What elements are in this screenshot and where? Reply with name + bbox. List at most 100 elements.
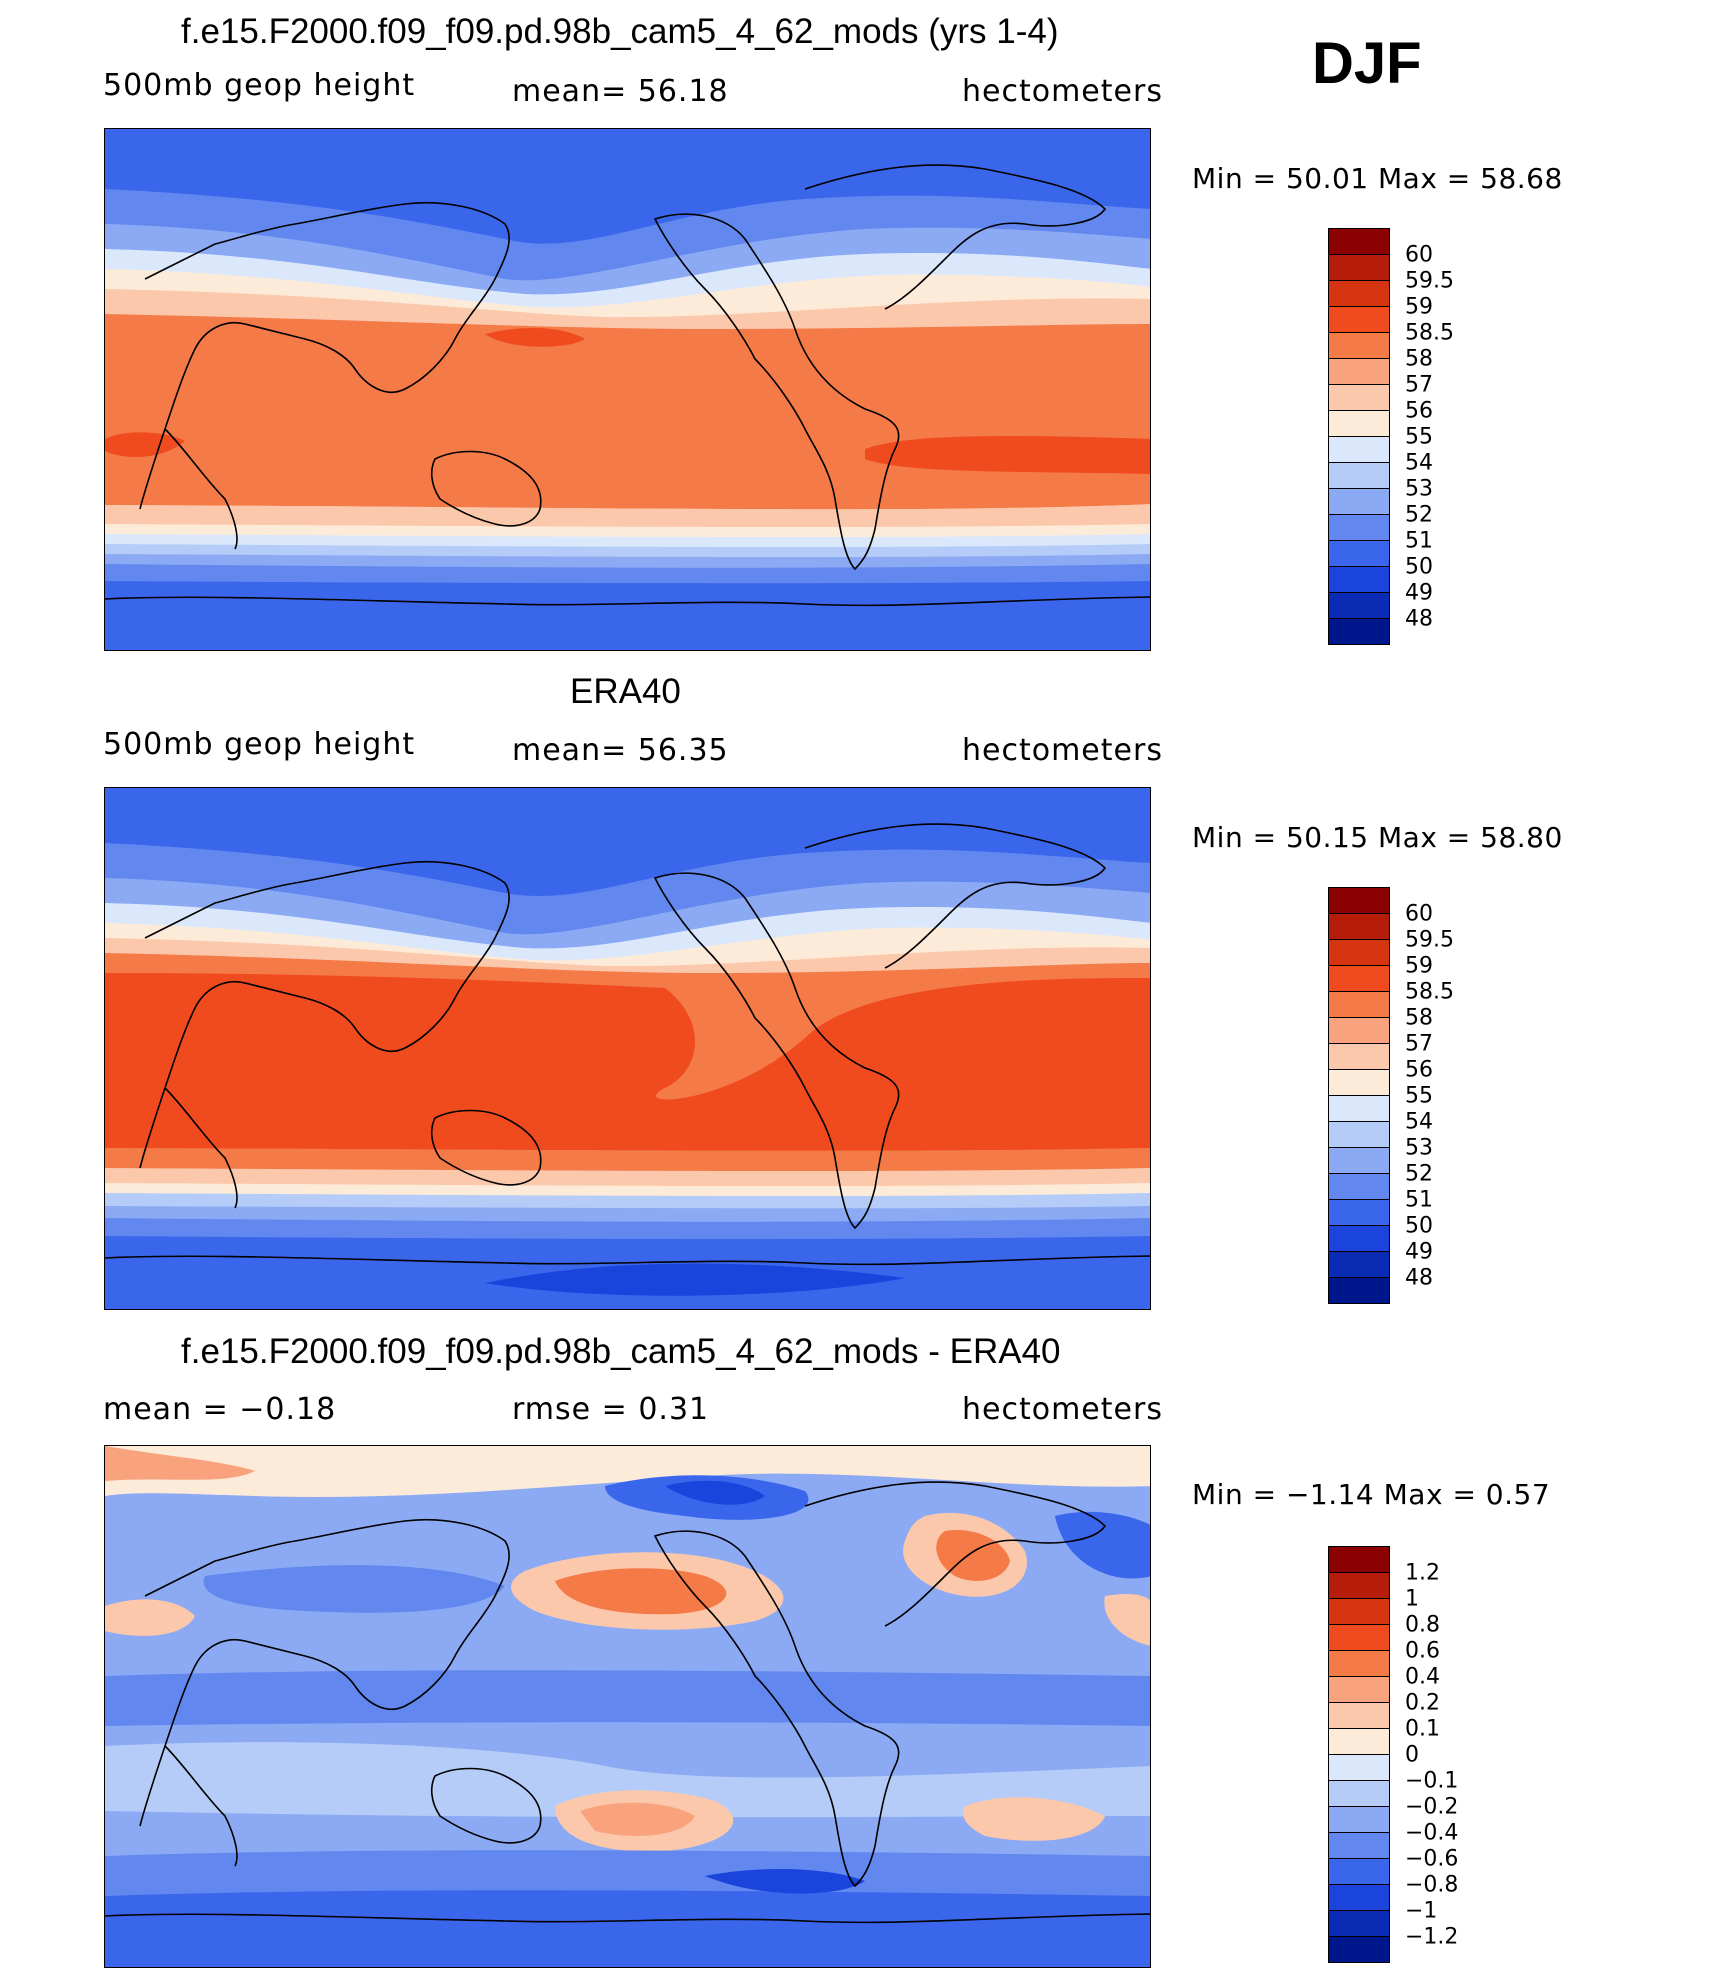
colorbar-label: 58.5 (1405, 979, 1454, 1005)
colorbar-swatch (1328, 1546, 1390, 1573)
panel1-units-label: hectometers (962, 74, 1163, 109)
colorbar-swatch (1328, 1226, 1390, 1252)
panel3-contour-field (105, 1446, 1150, 1967)
colorbar-swatch (1328, 411, 1390, 437)
colorbar-swatch (1328, 1018, 1390, 1044)
panel2-contour-field (105, 788, 1150, 1309)
colorbar-label: 51 (1405, 528, 1433, 554)
colorbar-label: 51 (1405, 1187, 1433, 1213)
colorbar-swatch (1328, 359, 1390, 385)
colorbar-swatch (1328, 1096, 1390, 1122)
colorbar-swatch (1328, 437, 1390, 463)
panel2-colorbar (1328, 887, 1390, 1304)
colorbar-swatch (1328, 1755, 1390, 1781)
colorbar-label: 59 (1405, 953, 1433, 979)
colorbar-swatch (1328, 228, 1390, 255)
colorbar-swatch (1328, 1729, 1390, 1755)
colorbar-swatch (1328, 1703, 1390, 1729)
panel3-rmse-label: rmse = 0.31 (512, 1392, 710, 1427)
colorbar-label: −0.6 (1405, 1846, 1459, 1872)
colorbar-swatch (1328, 541, 1390, 567)
colorbar-label: 49 (1405, 1239, 1433, 1265)
colorbar-label: 1 (1405, 1586, 1419, 1612)
colorbar-label: 0 (1405, 1742, 1419, 1768)
colorbar-swatch (1328, 887, 1390, 914)
colorbar-label: 56 (1405, 398, 1433, 424)
panel3-map (104, 1445, 1151, 1968)
panel1-variable-label: 500mb geop height (103, 68, 416, 103)
colorbar-swatch (1328, 255, 1390, 281)
colorbar-swatch (1328, 1781, 1390, 1807)
colorbar-swatch (1328, 1252, 1390, 1278)
colorbar-label: 0.6 (1405, 1638, 1440, 1664)
colorbar-swatch (1328, 1859, 1390, 1885)
colorbar-swatch (1328, 1148, 1390, 1174)
colorbar-swatch (1328, 1573, 1390, 1599)
panel1-map (104, 128, 1151, 651)
colorbar-swatch (1328, 1174, 1390, 1200)
panel3-title: f.e15.F2000.f09_f09.pd.98b_cam5_4_62_mod… (181, 1332, 1061, 1371)
colorbar-label: −0.8 (1405, 1872, 1459, 1898)
colorbar-label: 0.2 (1405, 1690, 1440, 1716)
colorbar-swatch (1328, 463, 1390, 489)
colorbar-label: 54 (1405, 450, 1433, 476)
panel2-mean-label: mean= 56.35 (512, 733, 729, 768)
colorbar-label: 50 (1405, 1213, 1433, 1239)
colorbar-swatch (1328, 281, 1390, 307)
colorbar-swatch (1328, 1044, 1390, 1070)
colorbar-label: 57 (1405, 372, 1433, 398)
colorbar-swatch (1328, 385, 1390, 411)
colorbar-label: 52 (1405, 1161, 1433, 1187)
colorbar-label: 58 (1405, 1005, 1433, 1031)
panel1-min-max: Min = 50.01 Max = 58.68 (1192, 162, 1563, 195)
colorbar-swatch (1328, 1651, 1390, 1677)
colorbar-label: −0.4 (1405, 1820, 1459, 1846)
season-label: DJF (1312, 31, 1422, 96)
colorbar-swatch (1328, 1625, 1390, 1651)
colorbar-label: −1 (1405, 1898, 1438, 1924)
colorbar-label: 1.2 (1405, 1560, 1440, 1586)
colorbar-label: 53 (1405, 1135, 1433, 1161)
colorbar-swatch (1328, 1833, 1390, 1859)
panel3-colorbar (1328, 1546, 1390, 1963)
colorbar-label: 59.5 (1405, 927, 1454, 953)
colorbar-swatch (1328, 1122, 1390, 1148)
colorbar-label: 53 (1405, 476, 1433, 502)
colorbar-label: 56 (1405, 1057, 1433, 1083)
colorbar-label: 55 (1405, 1083, 1433, 1109)
colorbar-label: 48 (1405, 606, 1433, 632)
colorbar-label: 0.1 (1405, 1716, 1440, 1742)
colorbar-swatch (1328, 1807, 1390, 1833)
colorbar-label: 52 (1405, 502, 1433, 528)
colorbar-label: 58 (1405, 346, 1433, 372)
panel1-mean-label: mean= 56.18 (512, 74, 729, 109)
colorbar-label: 59 (1405, 294, 1433, 320)
colorbar-swatch (1328, 992, 1390, 1018)
panel1-contour-field (105, 129, 1150, 650)
panel1-colorbar (1328, 228, 1390, 645)
panel1-title: f.e15.F2000.f09_f09.pd.98b_cam5_4_62_mod… (181, 12, 1059, 51)
colorbar-swatch (1328, 567, 1390, 593)
colorbar-label: 59.5 (1405, 268, 1454, 294)
panel2-map (104, 787, 1151, 1310)
colorbar-swatch (1328, 1200, 1390, 1226)
colorbar-swatch (1328, 966, 1390, 992)
colorbar-label: 58.5 (1405, 320, 1454, 346)
colorbar-label: −0.2 (1405, 1794, 1459, 1820)
colorbar-swatch (1328, 489, 1390, 515)
colorbar-swatch (1328, 333, 1390, 359)
colorbar-swatch (1328, 1278, 1390, 1304)
colorbar-swatch (1328, 593, 1390, 619)
colorbar-label: 0.4 (1405, 1664, 1440, 1690)
colorbar-label: 57 (1405, 1031, 1433, 1057)
colorbar-label: −1.2 (1405, 1924, 1459, 1950)
colorbar-swatch (1328, 1070, 1390, 1096)
panel2-min-max: Min = 50.15 Max = 58.80 (1192, 821, 1563, 854)
colorbar-label: 0.8 (1405, 1612, 1440, 1638)
colorbar-label: 50 (1405, 554, 1433, 580)
panel2-variable-label: 500mb geop height (103, 727, 416, 762)
colorbar-swatch (1328, 940, 1390, 966)
colorbar-swatch (1328, 1937, 1390, 1963)
colorbar-swatch (1328, 1677, 1390, 1703)
colorbar-swatch (1328, 1599, 1390, 1625)
